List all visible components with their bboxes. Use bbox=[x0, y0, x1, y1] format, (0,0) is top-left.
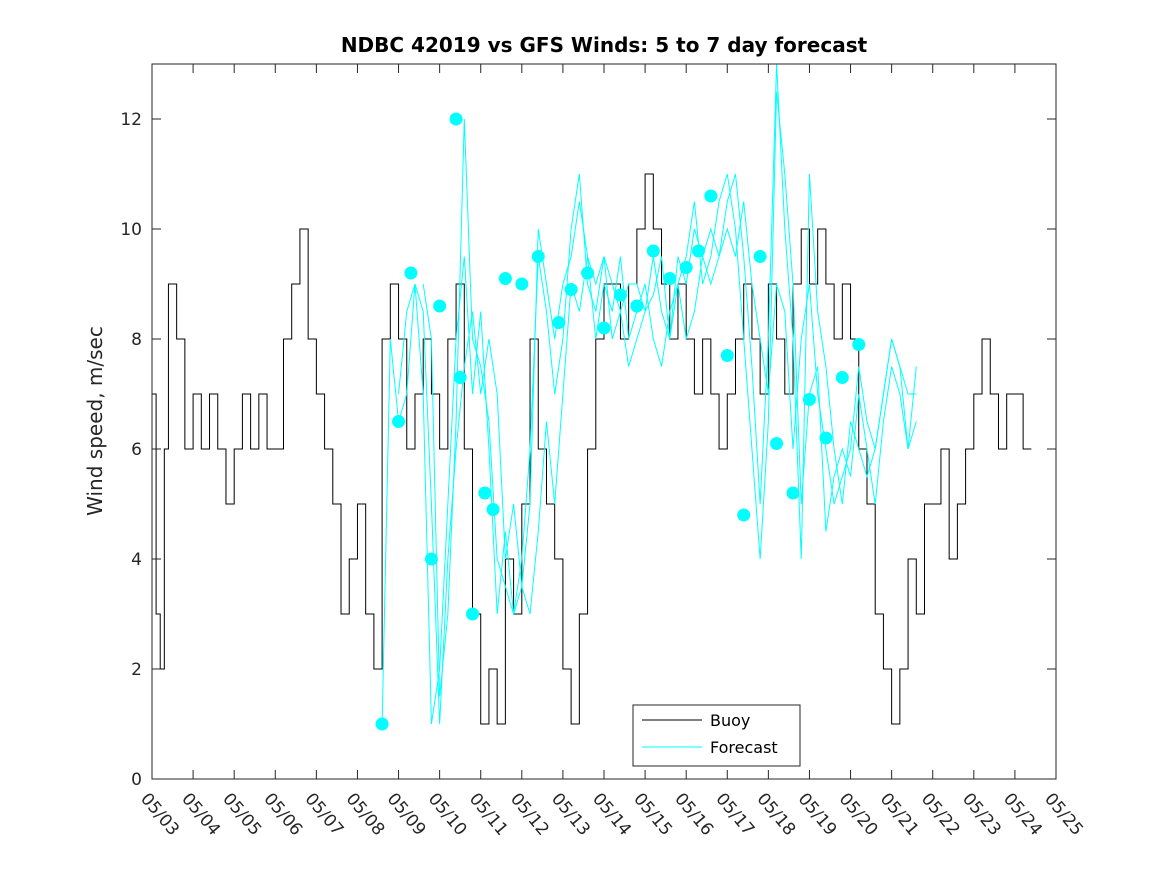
forecast-marker bbox=[597, 321, 611, 335]
forecast-marker bbox=[770, 437, 784, 450]
y-tick-label: 4 bbox=[131, 550, 142, 570]
forecast-marker bbox=[498, 272, 512, 285]
buoy-series-line bbox=[152, 173, 1032, 725]
legend-forecast-label: Forecast bbox=[710, 738, 778, 757]
forecast-marker bbox=[835, 371, 849, 384]
chart-title: NDBC 42019 vs GFS Winds: 5 to 7 day fore… bbox=[341, 33, 868, 57]
forecast-marker bbox=[466, 607, 480, 621]
forecast-marker bbox=[720, 349, 734, 362]
forecast-marker bbox=[704, 189, 718, 203]
forecast-marker bbox=[392, 415, 406, 428]
legend-box bbox=[632, 704, 801, 767]
forecast-marker bbox=[531, 250, 545, 263]
forecast-marker bbox=[819, 431, 833, 445]
forecast-marker bbox=[852, 338, 866, 351]
forecast-marker bbox=[424, 552, 438, 566]
legend-buoy-label: Buoy bbox=[710, 711, 750, 730]
y-tick-label: 6 bbox=[131, 440, 142, 460]
forecast-marker bbox=[737, 508, 751, 522]
forecast-marker bbox=[613, 288, 627, 302]
forecast-run-line-1 bbox=[381, 201, 917, 725]
y-tick-label: 8 bbox=[131, 330, 142, 350]
y-tick-label: 10 bbox=[120, 220, 142, 240]
y-tick-label: 2 bbox=[131, 660, 142, 680]
forecast-marker bbox=[552, 316, 566, 329]
forecast-marker bbox=[663, 272, 677, 285]
forecast-marker bbox=[679, 261, 693, 274]
legend: Buoy Forecast bbox=[632, 704, 801, 767]
forecast-marker bbox=[630, 299, 644, 313]
y-tick-label: 12 bbox=[120, 110, 142, 130]
y-axis-label: Wind speed, m/sec bbox=[83, 326, 107, 516]
forecast-marker bbox=[404, 266, 418, 280]
forecast-marker bbox=[646, 244, 660, 258]
forecast-marker bbox=[453, 371, 467, 384]
forecast-marker bbox=[478, 486, 492, 500]
forecast-marker bbox=[375, 717, 389, 731]
forecast-marker bbox=[433, 299, 447, 313]
forecast-marker bbox=[581, 266, 595, 280]
forecast-marker bbox=[449, 112, 463, 126]
forecast-marker bbox=[564, 283, 578, 296]
plot-data bbox=[152, 63, 1032, 731]
forecast-marker bbox=[786, 486, 800, 500]
forecast-marker bbox=[692, 244, 706, 258]
forecast-run-line-3 bbox=[422, 63, 917, 697]
forecast-run-line-2 bbox=[398, 91, 917, 725]
y-tick-label: 0 bbox=[131, 770, 142, 790]
forecast-marker bbox=[515, 277, 529, 291]
forecast-marker bbox=[802, 393, 816, 406]
forecast-marker bbox=[753, 250, 767, 263]
forecast-marker bbox=[486, 503, 500, 516]
